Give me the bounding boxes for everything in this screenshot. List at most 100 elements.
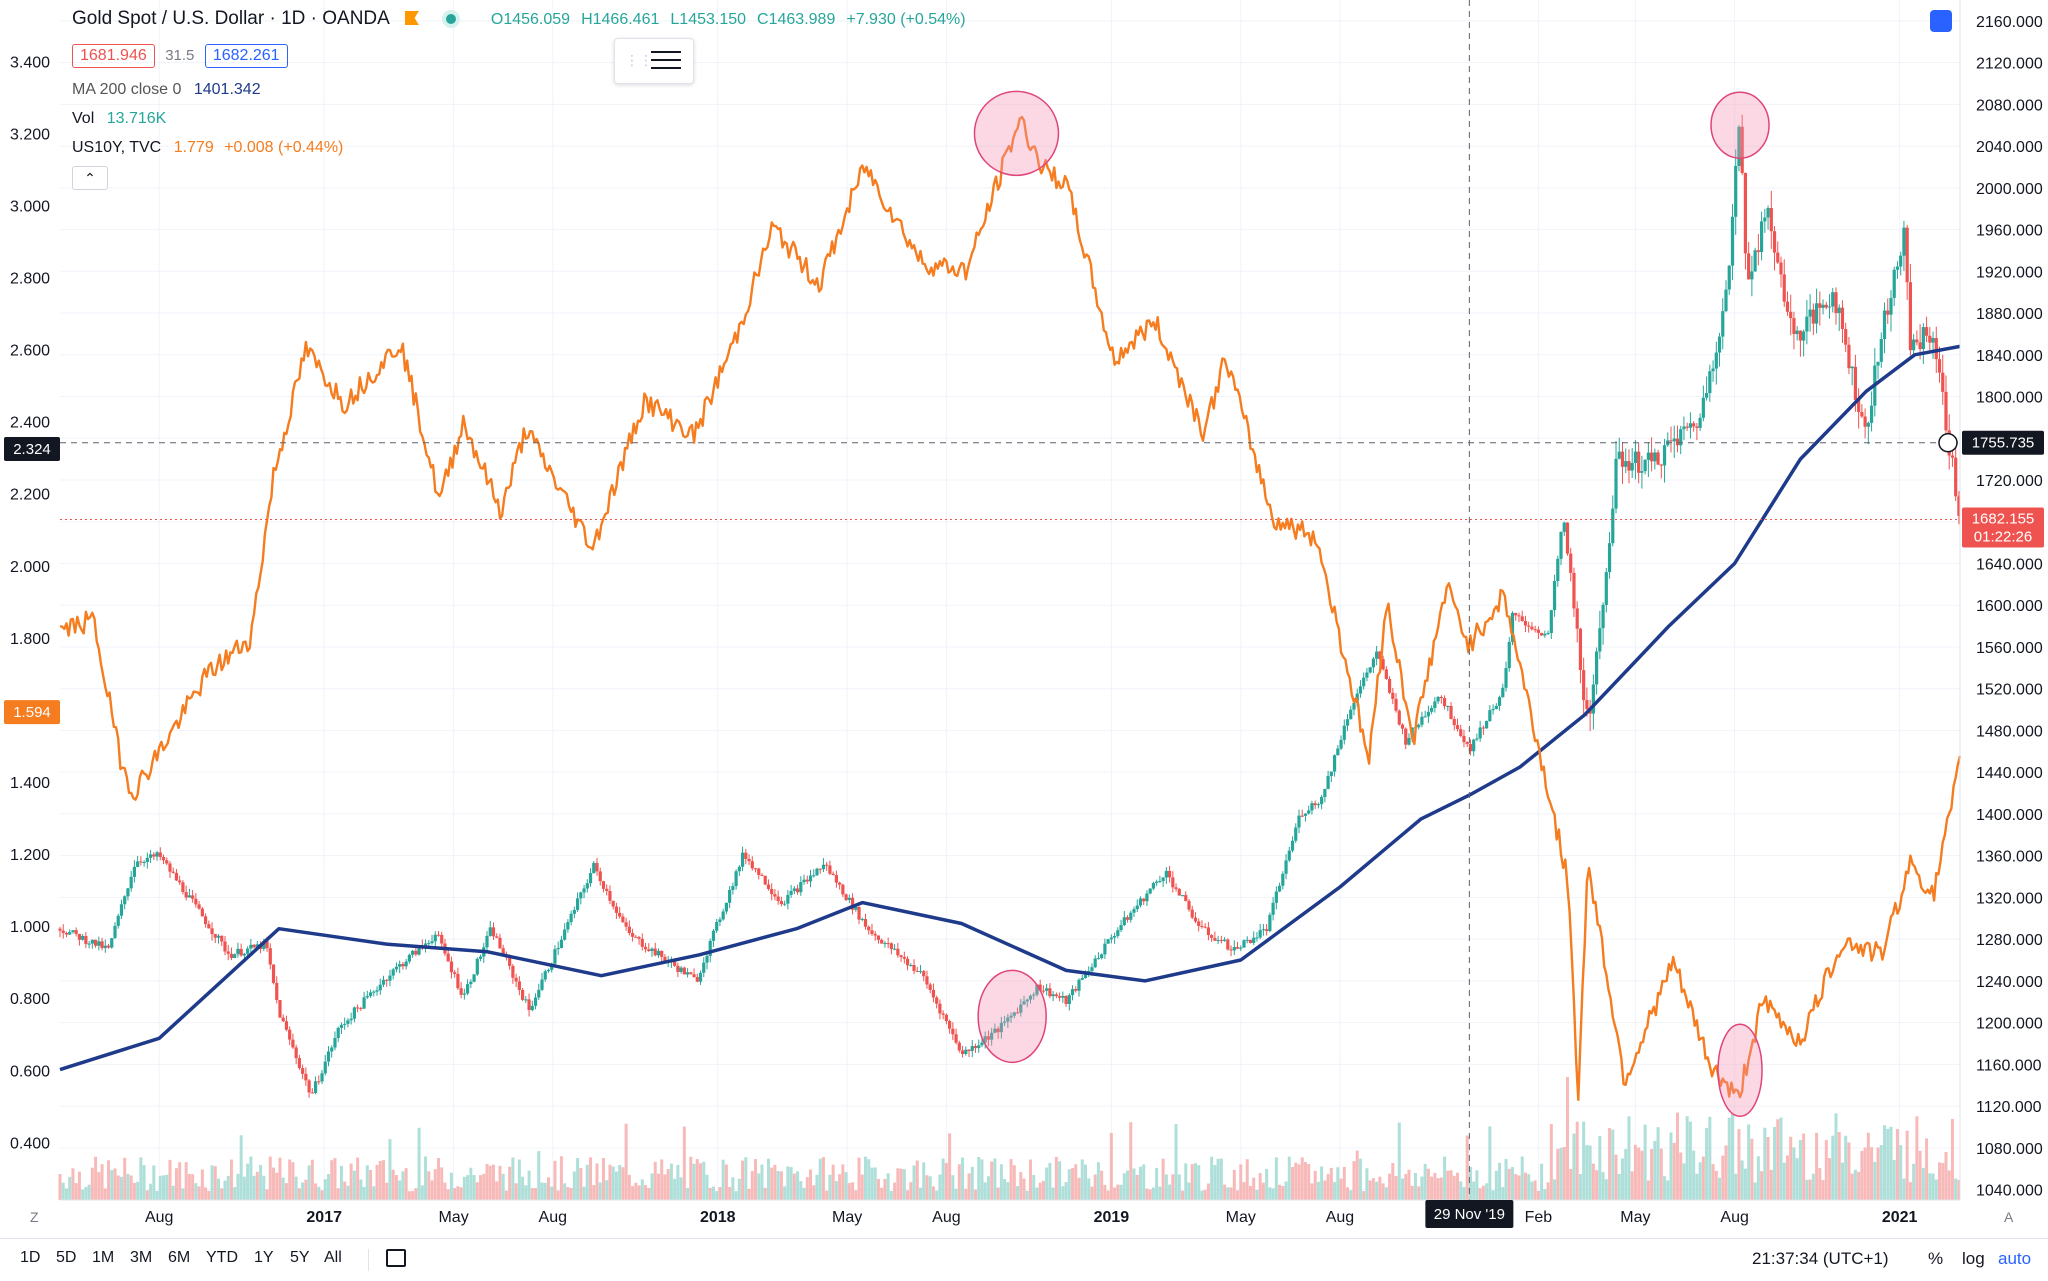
grid — [60, 0, 1960, 1200]
volume-bar — [1038, 1182, 1042, 1200]
candle — [524, 999, 528, 1001]
candle — [1417, 724, 1421, 728]
volume-bar — [954, 1188, 958, 1200]
timeframe-6m[interactable]: 6M — [168, 1249, 191, 1266]
drag-handle-icon[interactable]: ⋮⋮ — [625, 52, 653, 68]
collapse-legend-button[interactable]: ⌃ — [72, 166, 108, 190]
candle — [58, 928, 62, 931]
volume-bar — [964, 1188, 968, 1200]
candle — [1798, 330, 1803, 341]
candle — [873, 933, 877, 936]
candle — [1378, 651, 1382, 660]
candle — [1151, 883, 1156, 889]
candle — [740, 852, 745, 867]
flag-icon — [404, 11, 419, 25]
candle — [1737, 126, 1741, 167]
volume-bar — [689, 1156, 693, 1200]
screenshot-icon[interactable] — [1930, 10, 1952, 32]
timeframe-5y[interactable]: 5Y — [290, 1249, 310, 1266]
candle — [588, 873, 593, 884]
bid-button[interactable]: 1681.946 — [72, 44, 155, 68]
candle — [1714, 352, 1718, 369]
volume-bar — [1556, 1148, 1560, 1200]
candle — [197, 904, 201, 909]
candle — [1407, 737, 1411, 745]
volume-bar — [1620, 1158, 1624, 1200]
candle — [1210, 935, 1214, 938]
candle — [1957, 496, 1961, 516]
timeframe-1y[interactable]: 1Y — [254, 1249, 274, 1266]
candle — [773, 894, 777, 897]
candle — [1430, 708, 1434, 712]
time-tick-label: 2019 — [1094, 1209, 1130, 1226]
volume-bar — [1404, 1174, 1408, 1200]
symbol-title[interactable]: Gold Spot / U.S. Dollar · 1D · OANDA — [72, 8, 390, 29]
volume-bar — [867, 1159, 871, 1200]
scale-toggle-right[interactable]: A — [2004, 1209, 2014, 1225]
volume-bar — [809, 1169, 813, 1200]
candle — [352, 1007, 356, 1019]
volume-bar — [880, 1187, 884, 1200]
candle — [307, 1080, 311, 1093]
candle — [1611, 508, 1615, 544]
volume-bar — [504, 1190, 508, 1200]
volume-bar — [770, 1167, 774, 1200]
us10y-legend[interactable]: US10Y, TVC 1.779 +0.008 (+0.44%) — [72, 139, 343, 157]
candle — [381, 979, 386, 985]
volume-bar — [1475, 1170, 1479, 1200]
volume-bar — [750, 1170, 754, 1200]
volume-bar — [1297, 1164, 1301, 1200]
timeframe-1m[interactable]: 1M — [92, 1249, 115, 1266]
volume-bar — [1714, 1170, 1718, 1200]
timeframe-all[interactable]: All — [324, 1249, 342, 1266]
candle — [288, 1029, 292, 1040]
last-price-badge: 1682.155 — [1972, 510, 2035, 527]
volume-bar — [676, 1164, 680, 1200]
floating-toolbar[interactable]: ⋮⋮ — [614, 38, 694, 84]
scale-toggle-left[interactable]: Z — [30, 1209, 39, 1225]
volume-bar — [883, 1178, 887, 1200]
ask-button[interactable]: 1682.261 — [204, 44, 288, 68]
percent-toggle[interactable]: % — [1928, 1249, 1944, 1268]
object-tree-icon[interactable] — [651, 49, 681, 73]
time-tick-label: 2018 — [700, 1209, 736, 1226]
candle — [1342, 725, 1346, 740]
volume-bar — [1255, 1189, 1259, 1200]
price-chart[interactable]: 1040.000 1080.000 1120.000 1160.000 1200.000… — [0, 0, 2048, 1240]
candle — [68, 932, 72, 935]
candle — [1543, 633, 1547, 636]
volume-bar — [1016, 1186, 1020, 1200]
candle — [844, 894, 848, 900]
candle — [1501, 687, 1505, 698]
candle — [343, 1023, 347, 1025]
auto-toggle[interactable]: auto — [1998, 1249, 2032, 1268]
volume-bar — [906, 1190, 910, 1200]
candle — [1061, 995, 1065, 998]
clock[interactable]: 21:37:34 (UTC+1) — [1752, 1249, 1889, 1268]
candle — [165, 860, 169, 864]
volume-bar — [1394, 1175, 1398, 1200]
volume-bar — [1132, 1168, 1136, 1200]
timeframe-5d[interactable]: 5D — [56, 1249, 77, 1266]
volume-bar — [1300, 1157, 1304, 1200]
candle — [194, 898, 198, 905]
volume-bar — [1439, 1177, 1443, 1200]
timeframe-1d[interactable]: 1D — [20, 1249, 41, 1266]
volume-bar — [624, 1123, 628, 1200]
candle — [1106, 939, 1110, 944]
vol-legend[interactable]: Vol 13.716K — [72, 110, 166, 128]
timeframe-3m[interactable]: 3M — [130, 1249, 153, 1266]
ma-legend[interactable]: MA 200 close 0 1401.342 — [72, 81, 261, 99]
candle — [592, 863, 596, 874]
candle — [1578, 628, 1583, 671]
date-range-icon[interactable] — [386, 1249, 406, 1267]
volume-bar — [1798, 1139, 1802, 1200]
timeframe-ytd[interactable]: YTD — [206, 1249, 238, 1266]
volume-bar — [999, 1164, 1003, 1200]
log-toggle[interactable]: log — [1962, 1249, 1985, 1268]
volume-bar — [103, 1188, 107, 1200]
candle — [1763, 217, 1767, 222]
volume-bar — [1488, 1126, 1492, 1200]
volume-bar — [1064, 1182, 1068, 1200]
volume-bar — [1954, 1178, 1958, 1200]
